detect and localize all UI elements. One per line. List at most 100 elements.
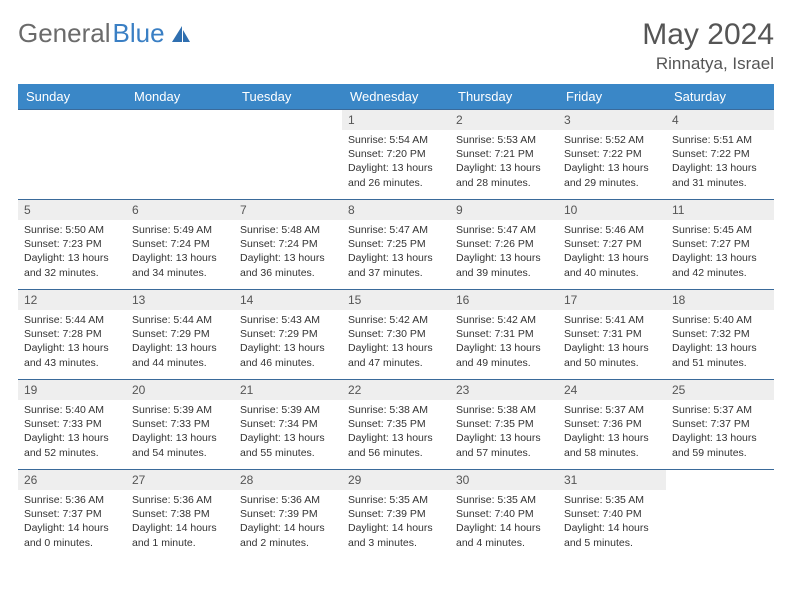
day-number: 24: [558, 380, 666, 400]
calendar-cell: 15Sunrise: 5:42 AMSunset: 7:30 PMDayligh…: [342, 290, 450, 380]
daylight-text: Daylight: 13 hours and 29 minutes.: [564, 161, 660, 189]
calendar-cell: 21Sunrise: 5:39 AMSunset: 7:34 PMDayligh…: [234, 380, 342, 470]
day-body: Sunrise: 5:37 AMSunset: 7:37 PMDaylight:…: [666, 400, 774, 464]
day-body: Sunrise: 5:38 AMSunset: 7:35 PMDaylight:…: [450, 400, 558, 464]
calendar-cell: 2Sunrise: 5:53 AMSunset: 7:21 PMDaylight…: [450, 110, 558, 200]
daylight-text: Daylight: 13 hours and 37 minutes.: [348, 251, 444, 279]
calendar-body: 1Sunrise: 5:54 AMSunset: 7:20 PMDaylight…: [18, 110, 774, 560]
day-number: 26: [18, 470, 126, 490]
daylight-text: Daylight: 13 hours and 50 minutes.: [564, 341, 660, 369]
day-body: Sunrise: 5:39 AMSunset: 7:33 PMDaylight:…: [126, 400, 234, 464]
weekday-header: Friday: [558, 84, 666, 110]
sunrise-text: Sunrise: 5:35 AM: [348, 493, 444, 507]
sunrise-text: Sunrise: 5:53 AM: [456, 133, 552, 147]
day-number: 3: [558, 110, 666, 130]
sunrise-text: Sunrise: 5:52 AM: [564, 133, 660, 147]
calendar-cell: 25Sunrise: 5:37 AMSunset: 7:37 PMDayligh…: [666, 380, 774, 470]
calendar-cell: 29Sunrise: 5:35 AMSunset: 7:39 PMDayligh…: [342, 470, 450, 560]
daylight-text: Daylight: 13 hours and 28 minutes.: [456, 161, 552, 189]
daylight-text: Daylight: 13 hours and 32 minutes.: [24, 251, 120, 279]
sunset-text: Sunset: 7:23 PM: [24, 237, 120, 251]
daylight-text: Daylight: 13 hours and 34 minutes.: [132, 251, 228, 279]
day-number: 13: [126, 290, 234, 310]
daylight-text: Daylight: 13 hours and 57 minutes.: [456, 431, 552, 459]
daylight-text: Daylight: 13 hours and 44 minutes.: [132, 341, 228, 369]
month-title: May 2024: [642, 18, 774, 52]
sunset-text: Sunset: 7:34 PM: [240, 417, 336, 431]
day-number: 18: [666, 290, 774, 310]
calendar-cell: [666, 470, 774, 560]
day-body: Sunrise: 5:51 AMSunset: 7:22 PMDaylight:…: [666, 130, 774, 194]
day-body: Sunrise: 5:36 AMSunset: 7:37 PMDaylight:…: [18, 490, 126, 554]
daylight-text: Daylight: 13 hours and 40 minutes.: [564, 251, 660, 279]
calendar-cell: 22Sunrise: 5:38 AMSunset: 7:35 PMDayligh…: [342, 380, 450, 470]
sunset-text: Sunset: 7:35 PM: [456, 417, 552, 431]
sunset-text: Sunset: 7:28 PM: [24, 327, 120, 341]
sunset-text: Sunset: 7:31 PM: [456, 327, 552, 341]
day-number: 29: [342, 470, 450, 490]
sunrise-text: Sunrise: 5:35 AM: [564, 493, 660, 507]
sunset-text: Sunset: 7:29 PM: [240, 327, 336, 341]
day-number: 11: [666, 200, 774, 220]
weekday-header: Tuesday: [234, 84, 342, 110]
sunset-text: Sunset: 7:39 PM: [348, 507, 444, 521]
day-body: Sunrise: 5:44 AMSunset: 7:28 PMDaylight:…: [18, 310, 126, 374]
sunrise-text: Sunrise: 5:46 AM: [564, 223, 660, 237]
day-body: Sunrise: 5:43 AMSunset: 7:29 PMDaylight:…: [234, 310, 342, 374]
calendar-cell: 14Sunrise: 5:43 AMSunset: 7:29 PMDayligh…: [234, 290, 342, 380]
location: Rinnatya, Israel: [642, 54, 774, 74]
sunrise-text: Sunrise: 5:44 AM: [132, 313, 228, 327]
daylight-text: Daylight: 13 hours and 39 minutes.: [456, 251, 552, 279]
daylight-text: Daylight: 13 hours and 51 minutes.: [672, 341, 768, 369]
sunrise-text: Sunrise: 5:36 AM: [132, 493, 228, 507]
sunset-text: Sunset: 7:33 PM: [24, 417, 120, 431]
daylight-text: Daylight: 14 hours and 2 minutes.: [240, 521, 336, 549]
day-number: 30: [450, 470, 558, 490]
calendar-cell: 4Sunrise: 5:51 AMSunset: 7:22 PMDaylight…: [666, 110, 774, 200]
day-body: Sunrise: 5:36 AMSunset: 7:38 PMDaylight:…: [126, 490, 234, 554]
day-number: 7: [234, 200, 342, 220]
sunrise-text: Sunrise: 5:36 AM: [240, 493, 336, 507]
day-number: 4: [666, 110, 774, 130]
weekday-header: Monday: [126, 84, 234, 110]
calendar-cell: 9Sunrise: 5:47 AMSunset: 7:26 PMDaylight…: [450, 200, 558, 290]
daylight-text: Daylight: 13 hours and 47 minutes.: [348, 341, 444, 369]
calendar-cell: 13Sunrise: 5:44 AMSunset: 7:29 PMDayligh…: [126, 290, 234, 380]
calendar-cell: 7Sunrise: 5:48 AMSunset: 7:24 PMDaylight…: [234, 200, 342, 290]
sunset-text: Sunset: 7:35 PM: [348, 417, 444, 431]
calendar-cell: 31Sunrise: 5:35 AMSunset: 7:40 PMDayligh…: [558, 470, 666, 560]
sunrise-text: Sunrise: 5:39 AM: [240, 403, 336, 417]
calendar-cell: 11Sunrise: 5:45 AMSunset: 7:27 PMDayligh…: [666, 200, 774, 290]
weekday-header: Thursday: [450, 84, 558, 110]
sunset-text: Sunset: 7:27 PM: [672, 237, 768, 251]
day-number: 12: [18, 290, 126, 310]
sunrise-text: Sunrise: 5:38 AM: [348, 403, 444, 417]
sunrise-text: Sunrise: 5:51 AM: [672, 133, 768, 147]
brand-first: General: [18, 18, 111, 49]
day-number: 25: [666, 380, 774, 400]
sunset-text: Sunset: 7:25 PM: [348, 237, 444, 251]
daylight-text: Daylight: 13 hours and 59 minutes.: [672, 431, 768, 459]
sunrise-text: Sunrise: 5:42 AM: [348, 313, 444, 327]
day-number: 17: [558, 290, 666, 310]
sunset-text: Sunset: 7:21 PM: [456, 147, 552, 161]
sunrise-text: Sunrise: 5:49 AM: [132, 223, 228, 237]
title-block: May 2024 Rinnatya, Israel: [642, 18, 774, 74]
sunrise-text: Sunrise: 5:42 AM: [456, 313, 552, 327]
calendar-cell: 20Sunrise: 5:39 AMSunset: 7:33 PMDayligh…: [126, 380, 234, 470]
logo: GeneralBlue: [18, 18, 192, 49]
daylight-text: Daylight: 13 hours and 43 minutes.: [24, 341, 120, 369]
sunset-text: Sunset: 7:40 PM: [564, 507, 660, 521]
calendar-table: SundayMondayTuesdayWednesdayThursdayFrid…: [18, 84, 774, 560]
sunrise-text: Sunrise: 5:38 AM: [456, 403, 552, 417]
calendar-cell: [18, 110, 126, 200]
calendar-week-row: 1Sunrise: 5:54 AMSunset: 7:20 PMDaylight…: [18, 110, 774, 200]
sunset-text: Sunset: 7:36 PM: [564, 417, 660, 431]
day-number: 16: [450, 290, 558, 310]
sunset-text: Sunset: 7:37 PM: [672, 417, 768, 431]
calendar-cell: 28Sunrise: 5:36 AMSunset: 7:39 PMDayligh…: [234, 470, 342, 560]
day-body: Sunrise: 5:39 AMSunset: 7:34 PMDaylight:…: [234, 400, 342, 464]
sunrise-text: Sunrise: 5:44 AM: [24, 313, 120, 327]
day-body: Sunrise: 5:47 AMSunset: 7:25 PMDaylight:…: [342, 220, 450, 284]
calendar-cell: 16Sunrise: 5:42 AMSunset: 7:31 PMDayligh…: [450, 290, 558, 380]
